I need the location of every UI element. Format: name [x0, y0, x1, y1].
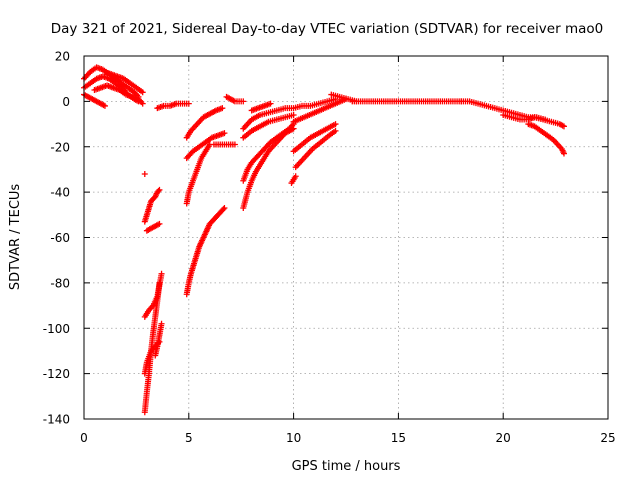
data-point	[139, 100, 146, 107]
data-point	[221, 130, 228, 137]
y-tick-label: 0	[62, 95, 70, 109]
data-point	[158, 320, 165, 327]
y-tick-label: -140	[43, 413, 70, 427]
data-points	[81, 64, 567, 416]
data-point	[141, 170, 148, 177]
axes: 0 5 10 15 20 25 20 0 -20 -40 -60 -80 -100 -120 -140	[43, 50, 616, 446]
y-axis-label: SDTVAR / TECUs	[8, 184, 23, 291]
x-tick-label: 15	[391, 431, 406, 445]
y-tick-label: -80	[50, 276, 70, 290]
x-tick-label: 25	[600, 431, 615, 445]
data-point	[156, 338, 163, 345]
y-tick-label: -120	[43, 367, 70, 381]
data-point	[332, 121, 339, 128]
y-tick-label: -100	[43, 322, 70, 336]
data-point	[560, 123, 567, 130]
data-point	[155, 187, 162, 194]
data-point	[156, 220, 163, 227]
data-point	[267, 100, 274, 107]
data-point	[240, 98, 247, 105]
grid-lines	[84, 56, 608, 419]
chart-title: Day 321 of 2021, Sidereal Day-to-day VTE…	[51, 21, 603, 37]
data-point	[185, 100, 192, 107]
data-point	[101, 102, 108, 109]
x-tick-label: 20	[496, 431, 511, 445]
data-point	[156, 186, 163, 193]
data-point	[231, 141, 238, 148]
x-tick-label: 5	[185, 431, 193, 445]
x-tick-label: 0	[80, 431, 88, 445]
y-tick-label: -60	[50, 231, 70, 245]
data-point	[292, 173, 299, 180]
data-point	[158, 270, 165, 277]
data-point	[290, 111, 297, 118]
x-tick-label: 10	[286, 431, 301, 445]
data-point	[221, 205, 228, 212]
y-tick-label: -20	[50, 140, 70, 154]
data-point	[560, 150, 567, 157]
data-point	[139, 89, 146, 96]
x-axis-label: GPS time / hours	[292, 459, 401, 474]
y-tick-label: -40	[50, 186, 70, 200]
y-tick-label: 20	[55, 50, 70, 64]
data-point	[219, 105, 226, 112]
data-point	[332, 127, 339, 134]
data-point	[220, 206, 227, 213]
